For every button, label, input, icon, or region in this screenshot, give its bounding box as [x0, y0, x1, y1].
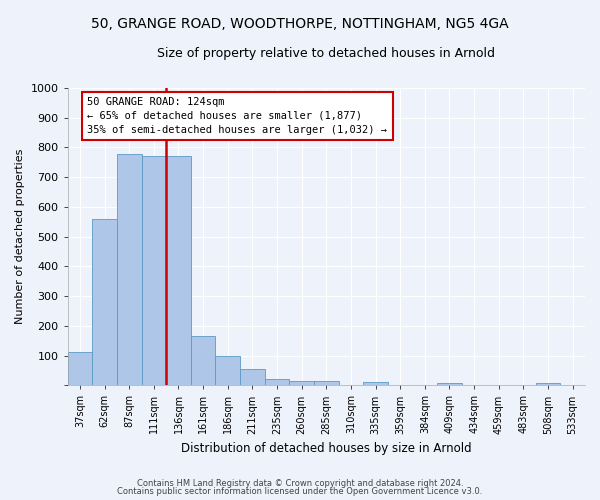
Bar — [215, 356, 240, 386]
Bar — [92, 220, 117, 386]
Text: Contains public sector information licensed under the Open Government Licence v3: Contains public sector information licen… — [118, 487, 482, 496]
Bar — [363, 382, 388, 386]
Y-axis label: Number of detached properties: Number of detached properties — [15, 149, 25, 324]
Bar — [142, 156, 166, 386]
Bar — [191, 336, 215, 386]
Bar — [265, 380, 289, 386]
Text: Contains HM Land Registry data © Crown copyright and database right 2024.: Contains HM Land Registry data © Crown c… — [137, 478, 463, 488]
Bar — [536, 382, 560, 386]
Text: 50 GRANGE ROAD: 124sqm
← 65% of detached houses are smaller (1,877)
35% of semi-: 50 GRANGE ROAD: 124sqm ← 65% of detached… — [87, 97, 387, 135]
Text: 50, GRANGE ROAD, WOODTHORPE, NOTTINGHAM, NG5 4GA: 50, GRANGE ROAD, WOODTHORPE, NOTTINGHAM,… — [91, 18, 509, 32]
X-axis label: Distribution of detached houses by size in Arnold: Distribution of detached houses by size … — [181, 442, 472, 455]
Bar — [240, 369, 265, 386]
Bar — [289, 381, 314, 386]
Bar — [68, 352, 92, 386]
Bar — [117, 154, 142, 386]
Title: Size of property relative to detached houses in Arnold: Size of property relative to detached ho… — [157, 48, 495, 60]
Bar — [314, 382, 338, 386]
Bar — [166, 156, 191, 386]
Bar — [437, 382, 462, 386]
